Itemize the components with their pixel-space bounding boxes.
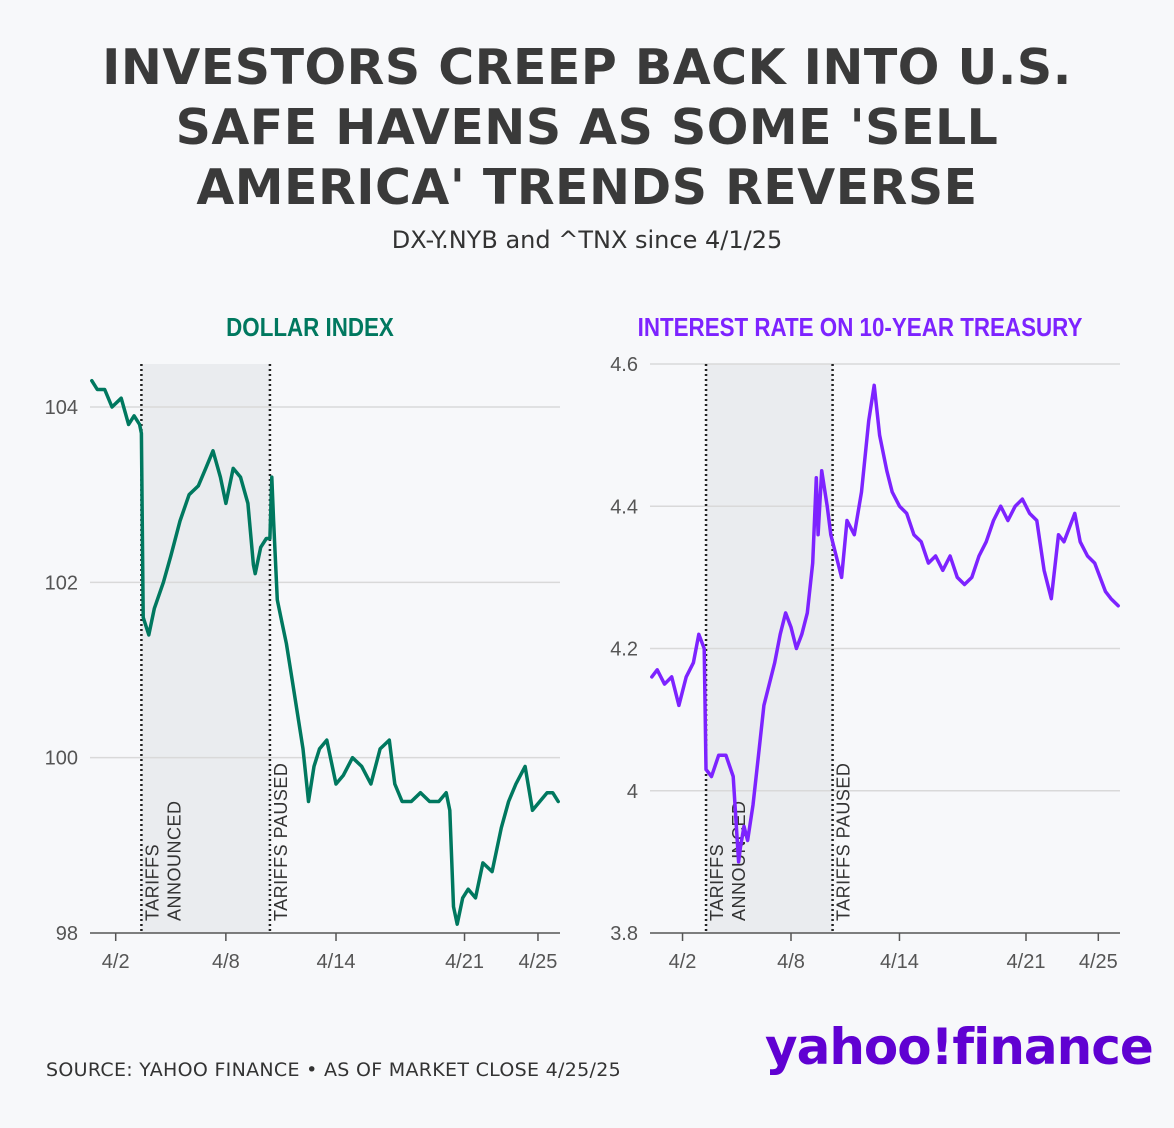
- dollar-ytick-label: 104: [45, 397, 78, 419]
- dollar-series-line: [90, 378, 560, 926]
- treasury-event-label: TARIFFS: [707, 844, 727, 921]
- source-note: SOURCE: YAHOO FINANCE • AS OF MARKET CLO…: [46, 1059, 621, 1081]
- dollar-xtick-label: 4/2: [102, 951, 130, 973]
- treasury-ytick-label: 3.8: [610, 923, 638, 945]
- treasury-event-label: TARIFFS PAUSED: [834, 763, 854, 921]
- dollar-event-label: ANNOUNCED: [164, 800, 184, 921]
- title-line-2: SAFE HAVENS AS SOME 'SELL: [175, 99, 999, 156]
- dollar-ytick-label: 100: [45, 748, 78, 770]
- dollar-event-label: TARIFFS: [142, 844, 162, 921]
- dollar-ytick-label: 98: [56, 923, 78, 945]
- treasury-xtick-label: 4/2: [669, 951, 697, 973]
- treasury-xtick-label: 4/21: [1007, 951, 1046, 973]
- treasury-ytick-label: 4.2: [610, 639, 638, 661]
- treasury-ytick-label: 4.6: [610, 354, 638, 376]
- dollar-shaded-period: [141, 364, 270, 933]
- dollar-event-label: TARIFFS PAUSED: [271, 763, 291, 921]
- dollar-index-title: DOLLAR INDEX: [226, 312, 394, 342]
- treasury-ytick-label: 4.4: [610, 496, 638, 518]
- dollar-xtick-label: 4/25: [519, 951, 558, 973]
- title-line-1: INVESTORS CREEP BACK INTO U.S.: [102, 39, 1072, 96]
- treasury-ytick-label: 4: [627, 781, 638, 803]
- dollar-xtick-label: 4/21: [445, 951, 484, 973]
- treasury-xtick-label: 4/14: [880, 951, 919, 973]
- page-title: INVESTORS CREEP BACK INTO U.S. SAFE HAVE…: [0, 38, 1174, 218]
- treasury-xtick-label: 4/25: [1079, 951, 1118, 973]
- dollar-xtick-label: 4/14: [317, 951, 356, 973]
- yahoo-finance-logo: yahoo!finance: [765, 1018, 1154, 1076]
- treasury-title: INTEREST RATE ON 10-YEAR TREASURY: [637, 312, 1083, 342]
- dollar-xtick-label: 4/8: [212, 951, 240, 973]
- treasury-xtick-label: 4/8: [777, 951, 805, 973]
- dollar-ytick-label: 102: [45, 572, 78, 594]
- subtitle: DX-Y.NYB and ^TNX since 4/1/25: [391, 226, 783, 254]
- treasury-series-line: [650, 383, 1120, 864]
- title-line-3: AMERICA' TRENDS REVERSE: [196, 159, 978, 216]
